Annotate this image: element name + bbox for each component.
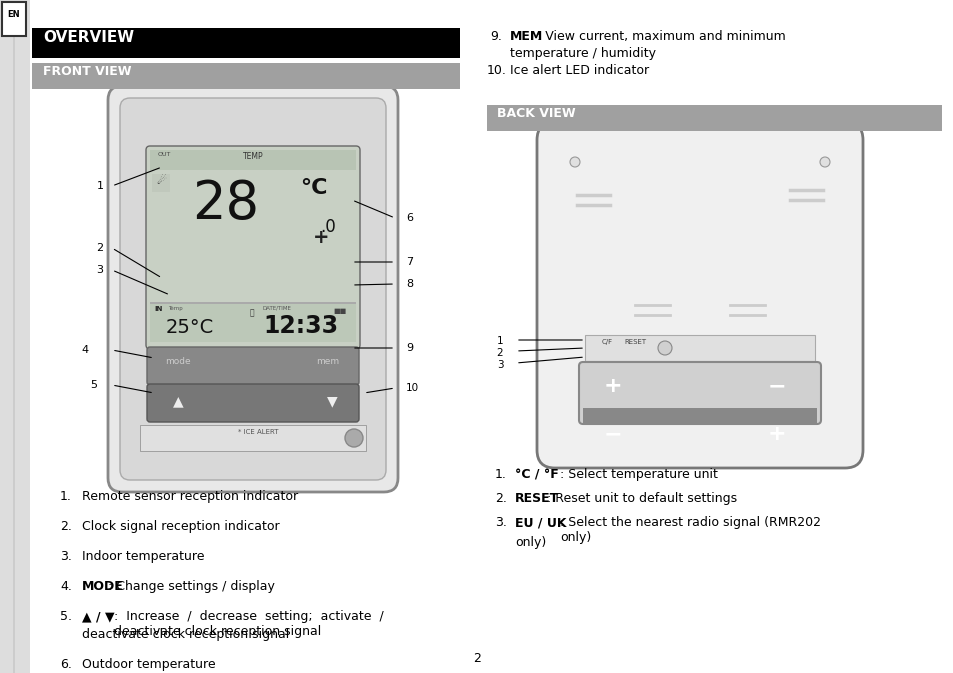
Text: EU / UK: EU / UK xyxy=(515,516,566,529)
Text: 8: 8 xyxy=(406,279,414,289)
Text: Temp: Temp xyxy=(168,306,183,311)
Text: mode: mode xyxy=(165,357,191,366)
Text: Remote sensor reception indicator: Remote sensor reception indicator xyxy=(82,490,297,503)
FancyBboxPatch shape xyxy=(146,146,359,349)
FancyBboxPatch shape xyxy=(147,384,358,422)
Text: 5.: 5. xyxy=(60,610,71,623)
Text: 1.: 1. xyxy=(60,490,71,503)
Text: −: − xyxy=(767,376,785,396)
Text: +: + xyxy=(313,228,329,247)
Text: Ice alert LED indicator: Ice alert LED indicator xyxy=(510,64,648,77)
Bar xyxy=(32,63,459,89)
Text: °C: °C xyxy=(300,178,328,198)
Text: 7: 7 xyxy=(406,257,414,267)
Text: +: + xyxy=(767,424,785,444)
Bar xyxy=(140,425,366,451)
Text: MEM: MEM xyxy=(510,30,542,43)
Text: : Select temperature unit: : Select temperature unit xyxy=(560,468,718,481)
Text: : View current, maximum and minimum: : View current, maximum and minimum xyxy=(537,30,785,43)
Text: ☄: ☄ xyxy=(156,176,166,186)
Text: ▲ / ▼: ▲ / ▼ xyxy=(82,610,114,623)
FancyBboxPatch shape xyxy=(147,347,358,385)
Text: −: − xyxy=(603,424,621,444)
Text: BACK VIEW: BACK VIEW xyxy=(497,107,575,120)
Bar xyxy=(2,2,26,36)
Text: 4: 4 xyxy=(81,345,89,355)
Text: 2.: 2. xyxy=(60,520,71,533)
Text: FRONT VIEW: FRONT VIEW xyxy=(43,65,132,78)
FancyBboxPatch shape xyxy=(120,98,386,480)
Text: 1: 1 xyxy=(497,336,503,346)
Text: RESET: RESET xyxy=(515,492,558,505)
Bar xyxy=(584,335,814,361)
Text: EN: EN xyxy=(8,10,20,19)
Text: ▲: ▲ xyxy=(172,394,183,408)
Text: 25°C: 25°C xyxy=(166,318,214,337)
Text: 2: 2 xyxy=(473,652,480,665)
Bar xyxy=(245,307,258,319)
Circle shape xyxy=(820,157,829,167)
Text: 10: 10 xyxy=(405,383,418,393)
Bar xyxy=(13,36,15,673)
Text: 10.: 10. xyxy=(486,64,506,77)
Bar xyxy=(150,150,355,170)
Text: C/F: C/F xyxy=(600,339,612,345)
Text: temperature / humidity: temperature / humidity xyxy=(510,47,656,60)
Text: :  Increase  /  decrease  setting;  activate  /
deactivate clock reception signa: : Increase / decrease setting; activate … xyxy=(114,610,384,638)
Text: MODE: MODE xyxy=(82,580,124,593)
Text: only): only) xyxy=(515,536,546,549)
Text: Outdoor temperature: Outdoor temperature xyxy=(82,658,215,671)
Text: 9: 9 xyxy=(406,343,414,353)
Text: : Reset unit to default settings: : Reset unit to default settings xyxy=(547,492,737,505)
Text: deactivate clock reception signal: deactivate clock reception signal xyxy=(82,628,289,641)
Text: 3: 3 xyxy=(96,265,103,275)
Bar xyxy=(486,105,941,131)
Bar xyxy=(152,174,170,192)
Text: 2: 2 xyxy=(497,348,503,358)
Text: 4.: 4. xyxy=(60,580,71,593)
Text: 3: 3 xyxy=(497,360,503,370)
Text: 6: 6 xyxy=(406,213,413,223)
Text: Clock signal reception indicator: Clock signal reception indicator xyxy=(82,520,279,533)
Text: : Select the nearest radio signal (RMR202
only): : Select the nearest radio signal (RMR20… xyxy=(560,516,821,544)
Text: OVERVIEW: OVERVIEW xyxy=(43,30,134,45)
Text: 5: 5 xyxy=(91,380,97,390)
Text: .0: .0 xyxy=(320,218,335,236)
Circle shape xyxy=(569,157,579,167)
Bar xyxy=(582,408,816,424)
Text: 28: 28 xyxy=(192,178,259,230)
FancyBboxPatch shape xyxy=(578,362,821,424)
Text: 1: 1 xyxy=(96,181,103,191)
Text: mem: mem xyxy=(316,357,339,366)
Text: * ICE ALERT: * ICE ALERT xyxy=(237,429,278,435)
Text: 3.: 3. xyxy=(60,550,71,563)
Text: ▼: ▼ xyxy=(326,394,337,408)
Text: RESET: RESET xyxy=(623,339,645,345)
Circle shape xyxy=(658,341,671,355)
Text: Indoor temperature: Indoor temperature xyxy=(82,550,204,563)
Text: 6.: 6. xyxy=(60,658,71,671)
Bar xyxy=(32,28,459,58)
Text: 1.: 1. xyxy=(495,468,506,481)
Text: 3.: 3. xyxy=(495,516,506,529)
Circle shape xyxy=(345,429,363,447)
Text: ■■: ■■ xyxy=(333,308,346,314)
Bar xyxy=(150,302,355,304)
Bar xyxy=(0,0,30,673)
Text: TEMP: TEMP xyxy=(242,152,263,161)
Text: +: + xyxy=(603,376,621,396)
FancyBboxPatch shape xyxy=(108,86,397,492)
Bar xyxy=(150,304,355,342)
Text: 2.: 2. xyxy=(495,492,506,505)
Text: 12:33: 12:33 xyxy=(263,314,337,338)
Text: °C / °F: °C / °F xyxy=(515,468,558,481)
FancyBboxPatch shape xyxy=(537,122,862,468)
Text: OUT: OUT xyxy=(158,152,172,157)
Text: DATE/TIME: DATE/TIME xyxy=(263,306,292,311)
Text: IN: IN xyxy=(153,306,162,312)
Text: 9.: 9. xyxy=(490,30,501,43)
Text: : Change settings / display: : Change settings / display xyxy=(108,580,274,593)
Text: ⌛: ⌛ xyxy=(250,308,254,317)
Text: 2: 2 xyxy=(96,243,104,253)
